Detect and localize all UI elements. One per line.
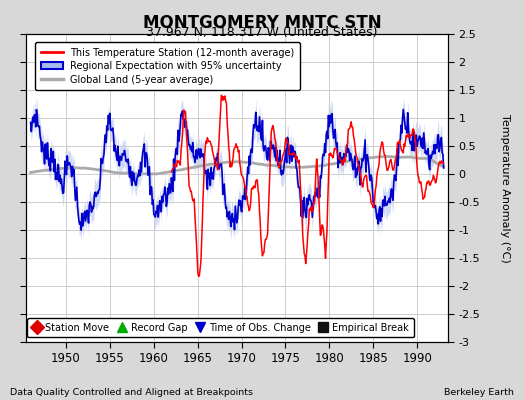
Text: Data Quality Controlled and Aligned at Breakpoints: Data Quality Controlled and Aligned at B… [10,388,254,397]
Y-axis label: Temperature Anomaly (°C): Temperature Anomaly (°C) [499,114,510,262]
Text: 37.967 N, 118.317 W (United States): 37.967 N, 118.317 W (United States) [146,26,378,39]
Text: MONTGOMERY MNTC STN: MONTGOMERY MNTC STN [143,14,381,32]
Text: Berkeley Earth: Berkeley Earth [444,388,514,397]
Legend: Station Move, Record Gap, Time of Obs. Change, Empirical Break: Station Move, Record Gap, Time of Obs. C… [27,318,413,338]
